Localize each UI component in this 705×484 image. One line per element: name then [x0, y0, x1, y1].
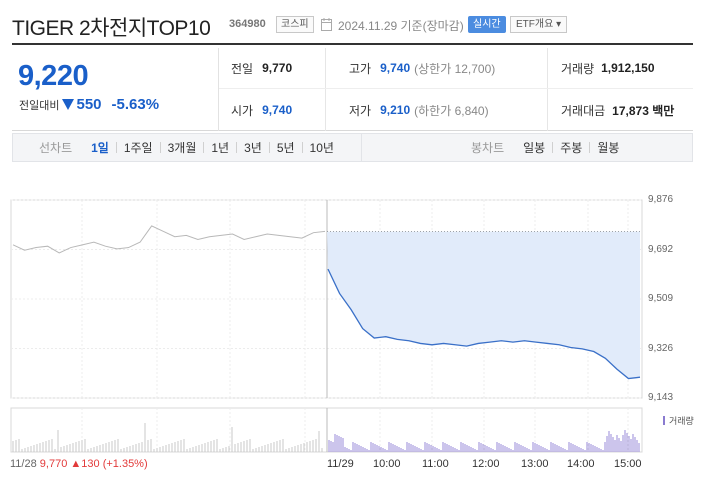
low-label: 저가: [349, 103, 372, 118]
y-tick-label: 9,876: [648, 194, 674, 205]
tab-separator: [552, 142, 554, 153]
realtime-button[interactable]: 실시간: [468, 16, 506, 33]
high-label: 고가: [349, 61, 372, 76]
chart-canvas[interactable]: [0, 180, 705, 480]
volume-label: 거래량: [561, 61, 595, 76]
prev-close-cell: 전일 9,770: [219, 48, 325, 88]
line-tab-0[interactable]: 1일: [91, 141, 109, 155]
stock-code: 364980: [229, 18, 266, 30]
candle-tab-0[interactable]: 일봉: [523, 141, 546, 155]
x-tick-label: 12:00: [472, 458, 500, 470]
line-tab-5[interactable]: 5년: [276, 141, 295, 155]
line-tab-2[interactable]: 3개월: [167, 141, 197, 155]
tab-divider: [361, 134, 362, 161]
open-label: 시가: [231, 103, 254, 118]
chart-tab-bar: 선차트 1일 1주일 3개월 1년 3년 5년 10년 봉차트 일봉 주봉 월봉: [12, 133, 693, 162]
line-tab-3[interactable]: 1년: [211, 141, 230, 155]
prev-day-date: 11/28: [10, 458, 37, 470]
change-label: 전일대비: [19, 99, 60, 112]
volume-legend: 거래량: [663, 414, 694, 427]
candle-tab-1[interactable]: 주봉: [560, 141, 583, 155]
stock-title: TIGER 2차전지TOP10: [12, 17, 211, 40]
price-line: [327, 268, 641, 380]
prev-close-label: 전일: [231, 61, 254, 76]
low-cell: 저가 9,210 (하한가 6,840): [325, 89, 547, 131]
trade-value-cell: 거래대금 17,873 백만: [547, 89, 693, 131]
current-price: 9,220: [18, 60, 89, 92]
change-percent: -5.63%: [111, 96, 160, 113]
trade-value-label: 거래대금: [561, 103, 606, 118]
trade-value: 17,873 백만: [612, 103, 675, 118]
candle-chart-label: 봉차트: [471, 141, 505, 155]
x-tick-label: 11/29: [327, 458, 354, 470]
y-tick-label: 9,692: [648, 243, 674, 255]
prev-day-line: [12, 225, 326, 254]
candle-tab-2[interactable]: 월봉: [597, 141, 620, 155]
line-tab-1[interactable]: 1주일: [123, 141, 153, 155]
x-tick-label: 13:00: [521, 458, 549, 470]
volume-cell: 거래량 1,912,150: [547, 48, 693, 88]
upper-limit: (상한가 12,700): [414, 61, 496, 76]
down-arrow-icon: [62, 99, 75, 110]
tab-separator: [301, 142, 303, 153]
market-badge: 코스피: [276, 16, 314, 33]
change-amount: 550: [76, 96, 102, 113]
base-date: 2024.11.29 기준(장마감): [338, 19, 464, 33]
quote-row: 시가 9,740 저가 9,210 (하한가 6,840) 거래대금 17,87…: [219, 89, 693, 131]
y-tick-label: 9,326: [648, 342, 674, 354]
volume-value: 1,912,150: [601, 61, 655, 75]
line-chart-tabs: 선차트 1일 1주일 3개월 1년 3년 5년 10년: [39, 134, 341, 161]
high-cell: 고가 9,740 (상한가 12,700): [325, 48, 547, 88]
prev-day-price: 9,770: [39, 458, 68, 470]
x-tick-label: 15:00: [614, 458, 642, 470]
tab-separator: [159, 142, 161, 153]
open-cell: 시가 9,740: [219, 89, 325, 131]
x-tick-label: 10:00: [373, 458, 401, 470]
stock-header: TIGER 2차전지TOP10 364980 코스피 2024.11.29 기준…: [0, 0, 705, 48]
volume-swatch: [663, 416, 665, 425]
line-tab-6[interactable]: 10년: [309, 141, 334, 155]
intraday-chart[interactable]: 9,876 9,692 9,509 9,326 9,143 거래량 11/28 9,77…: [0, 180, 705, 480]
price-box: 9,220 전일대비 550 -5.63%: [12, 48, 219, 131]
tab-separator: [115, 142, 117, 153]
quote-summary: 9,220 전일대비 550 -5.63% 전일 9,770 고가 9,740 …: [12, 48, 693, 131]
prev-close-value: 9,770: [262, 61, 293, 75]
high-value: 9,740: [380, 61, 411, 75]
x-tick-label: 11:00: [422, 458, 449, 470]
prev-day-info: 11/28 9,770 ▲130 (+1.35%): [10, 458, 148, 470]
quote-row: 전일 9,770 고가 9,740 (상한가 12,700) 거래량 1,912…: [219, 48, 693, 89]
tab-separator: [236, 142, 238, 153]
y-tick-label: 9,509: [648, 293, 674, 304]
candle-chart-tabs: 봉차트 일봉 주봉 월봉: [471, 134, 626, 161]
low-value: 9,210: [380, 103, 411, 117]
volume-legend-label: 거래량: [669, 416, 694, 426]
prev-day-change: ▲130: [70, 458, 100, 470]
open-value: 9,740: [262, 103, 293, 117]
tab-separator: [589, 142, 591, 153]
tab-separator: [203, 142, 205, 153]
etf-overview-dropdown[interactable]: ETF개요 ▾: [510, 16, 568, 33]
price-area: [327, 231, 640, 379]
line-chart-label: 선차트: [39, 141, 73, 155]
tab-separator: [268, 142, 270, 153]
change-line: 전일대비 550 -5.63%: [19, 96, 159, 113]
quote-table: 전일 9,770 고가 9,740 (상한가 12,700) 거래량 1,912…: [219, 48, 693, 131]
x-tick-label: 14:00: [567, 458, 595, 470]
y-tick-label: 9,143: [648, 392, 674, 403]
lower-limit: (하한가 6,840): [414, 103, 489, 118]
header-divider: [12, 43, 693, 45]
line-tab-4[interactable]: 3년: [244, 141, 262, 155]
prev-day-pct: (+1.35%): [102, 458, 148, 470]
clock-icon: [321, 18, 332, 31]
